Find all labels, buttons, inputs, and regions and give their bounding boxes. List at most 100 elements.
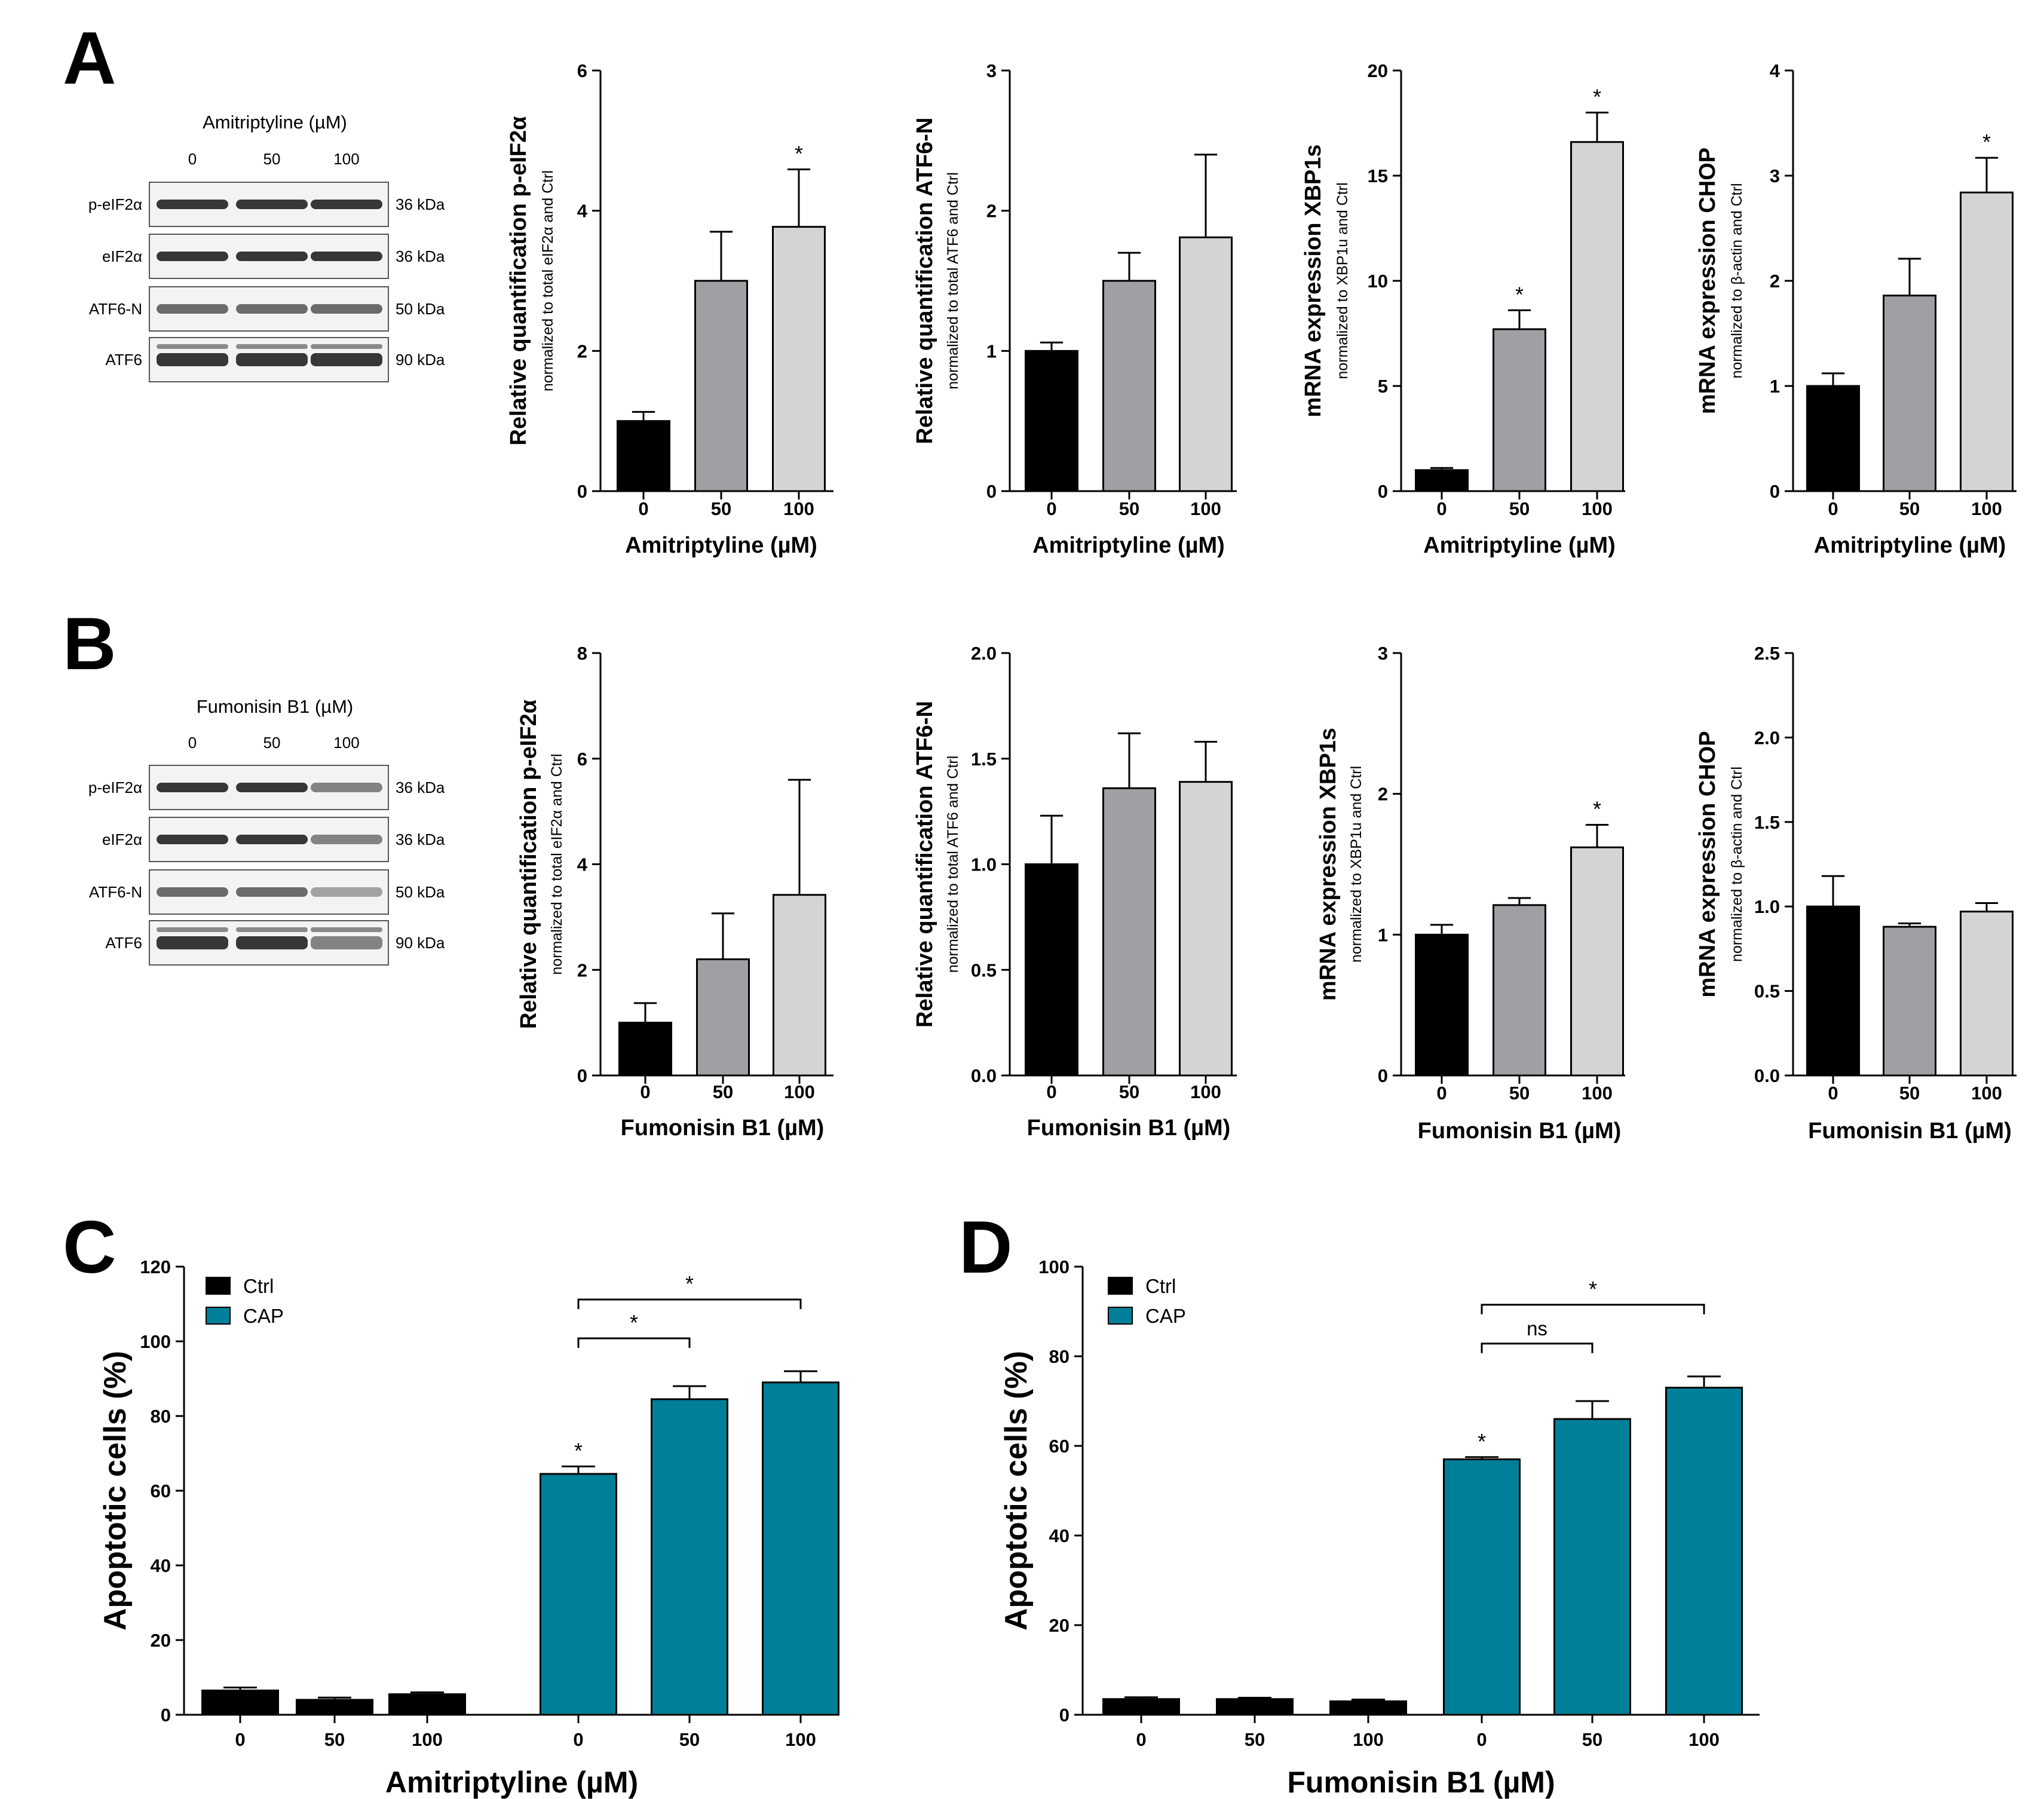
blot-band [311,252,382,261]
bracket-label: * [630,1310,638,1335]
y-tick-label: 20 [1049,1615,1070,1636]
y-axis-sublabel: normalized to total eIF2α and Ctrl [540,170,556,391]
y-axis-label: mRNA expression CHOP [1695,148,1720,414]
bar [1415,469,1469,492]
y-tick-label: 0 [161,1705,171,1726]
bar [696,958,750,1077]
y-axis-label: mRNA expression XBP1s [1301,145,1326,418]
y-tick-label: 3 [986,60,997,81]
x-tick-label: 50 [1509,498,1530,519]
chart-panel-c-8: 0 20 40 60 80 100 120 0 50 100 0 * 50 100 * * Apoptotic … [98,1256,839,1799]
bracket-label: * [1589,1277,1597,1301]
blot-band [157,252,228,261]
blot-row-label: ATF6-N [89,300,142,318]
y-tick-label: 0.0 [1754,1065,1780,1086]
y-tick-label: 60 [1049,1436,1070,1457]
y-tick-label: 1.0 [1754,896,1780,917]
legend-label: CAP [1145,1305,1186,1327]
x-tick-label: 100 [1353,1729,1384,1750]
x-tick-label: 50 [1119,498,1139,519]
legend-label: Ctrl [243,1275,274,1297]
y-tick-label: 1 [1770,376,1780,397]
blot-row-label: eIF2α [102,830,142,848]
y-tick-label: 1.5 [1754,812,1780,833]
y-tick-label: 1.0 [971,854,997,875]
y-tick-label: 100 [140,1331,171,1352]
x-axis-label: Fumonisin B1 (µM) [1808,1118,2012,1144]
chart-panel-a-3: 0 1 2 3 4 0 50 100 * mRNA expression CHOP normaliz… [1695,60,2017,558]
x-tick-label: 0 [1046,498,1056,519]
western-blot-fumonisin: Fumonisin B1 (µM)0 50 100 p-eIF2α 36 kDa eIF2… [88,696,445,966]
chart-panel-a-2: 0 5 10 15 20 0 50 * 100 * mRNA expression XBP1s nor… [1301,60,1625,558]
panel-letter-d: D [959,1206,1013,1289]
chart-panel-a-1: 0 1 2 3 0 50 100 Relative quantification ATF6-N… [912,60,1237,558]
x-tick-label: 0 [1436,498,1447,519]
chart-panel-a-0: 0 2 4 6 0 50 100 * Relative quantification p-eIF… [506,60,833,558]
bar [1570,141,1624,492]
bar [651,1398,728,1716]
bar [1102,787,1156,1077]
bracket-label: ns [1527,1317,1547,1340]
blot-title: Amitriptyline (µM) [203,112,347,133]
y-tick-label: 4 [577,201,588,222]
y-tick-label: 0 [1378,481,1388,502]
chart-panel-b-5: 0.0 0.5 1.0 1.5 2.0 0 50 100 Relative quantifica… [912,643,1237,1141]
x-tick-label: 50 [1899,498,1920,519]
chart-panel-b-4: 0 2 4 6 8 0 50 100 Relative quantification p-eIF… [516,643,833,1141]
y-tick-label: 0 [1378,1065,1388,1086]
blot-lane-label: 50 [263,150,281,168]
x-tick-label: 50 [711,498,731,519]
y-tick-label: 20 [1368,60,1388,81]
blot-row-size: 90 kDa [396,351,445,369]
bar [1960,191,2014,492]
x-tick-label: 100 [1190,498,1221,519]
blot-band [311,304,382,314]
y-axis-sublabel: normalized to β-actin and Ctrl [1729,767,1745,962]
y-axis-label: Relative quantification ATF6-N [912,118,937,445]
blot-band [236,200,308,209]
y-tick-label: 6 [577,60,587,81]
chart-panel-b-7: 0.0 0.5 1.0 1.5 2.0 2.5 0 50 100 mRNA expression … [1695,643,2017,1144]
bar [1883,295,1936,492]
significance-star: * [1593,84,1601,109]
blot-band [157,835,228,844]
blot-band [236,252,308,261]
x-tick-label: 50 [713,1081,733,1102]
y-tick-label: 4 [1770,60,1781,81]
bar [201,1689,279,1716]
x-tick-label: 0 [638,498,648,519]
legend-swatch [206,1277,231,1295]
y-tick-label: 0 [1059,1705,1070,1726]
blot-band [236,887,308,897]
legend-swatch [206,1307,231,1325]
bar [1806,385,1860,492]
blot-band [157,927,228,932]
y-tick-label: 0 [986,481,997,502]
blot-band [236,927,308,932]
y-tick-label: 3 [1770,166,1780,186]
blot-band [236,344,308,349]
blot-lane-label: 100 [333,150,359,168]
x-tick-label: 50 [1582,1729,1602,1750]
significance-bracket [577,1298,802,1309]
blot-band [157,304,228,314]
blot-row-size: 36 kDa [396,247,445,265]
significance-star: * [1593,797,1601,822]
x-tick-label: 100 [784,1081,815,1102]
blot-band [157,344,228,349]
bar [1493,328,1546,492]
blot-lane-label: 100 [333,734,359,752]
y-axis-sublabel: normalized to β-actin and Ctrl [1729,183,1745,378]
significance-bracket [577,1337,691,1348]
y-tick-label: 2 [577,960,587,980]
bar [1216,1698,1294,1716]
blot-row-size: 36 kDa [396,830,445,848]
y-axis-label: mRNA expression CHOP [1695,731,1720,997]
bar [1883,925,1936,1077]
x-tick-label: 0 [235,1729,245,1750]
bar [1806,905,1860,1077]
y-tick-label: 40 [1049,1525,1070,1546]
x-tick-label: 0 [1828,498,1838,519]
x-tick-label: 100 [412,1729,443,1750]
